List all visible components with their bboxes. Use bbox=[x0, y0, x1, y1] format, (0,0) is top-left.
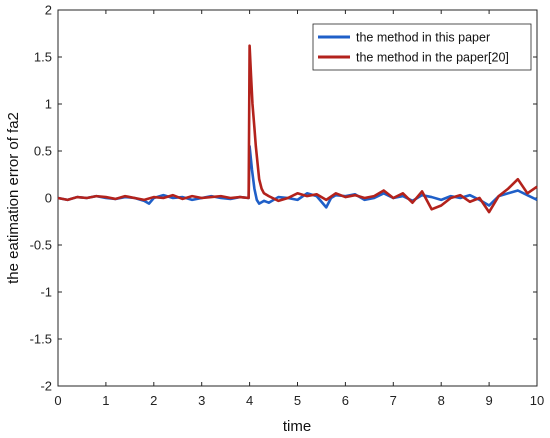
y-axis-ticks: -2 -1.5 -1 -0.5 0 0.5 1 1.5 2 bbox=[30, 3, 537, 394]
x-tick-label: 7 bbox=[390, 393, 397, 408]
legend-box bbox=[312, 23, 532, 71]
y-tick-label: 1 bbox=[45, 97, 52, 112]
x-tick-label: 3 bbox=[198, 393, 205, 408]
y-tick-label: 0.5 bbox=[34, 144, 52, 159]
x-tick-label: 9 bbox=[485, 393, 492, 408]
x-axis-ticks: 0 1 2 3 4 5 6 7 8 9 10 bbox=[54, 10, 544, 408]
y-tick-label: 1.5 bbox=[34, 50, 52, 65]
x-tick-label: 1 bbox=[102, 393, 109, 408]
series-line-1 bbox=[57, 44, 538, 214]
legend-label-this-paper: the method in this paper bbox=[356, 31, 490, 45]
y-tick-label: 0 bbox=[45, 191, 52, 206]
x-tick-label: 5 bbox=[294, 393, 301, 408]
y-tick-label: 2 bbox=[45, 3, 52, 18]
x-tick-label: 10 bbox=[530, 393, 544, 408]
x-tick-label: 2 bbox=[150, 393, 157, 408]
x-tick-label: 8 bbox=[438, 393, 445, 408]
y-tick-label: -2 bbox=[40, 379, 52, 394]
y-tick-label: -0.5 bbox=[30, 238, 52, 253]
y-tick-label: -1 bbox=[40, 285, 52, 300]
x-axis-label: time bbox=[283, 418, 311, 435]
y-tick-label: -1.5 bbox=[30, 332, 52, 347]
legend: the method in this paper the method in t… bbox=[312, 23, 532, 71]
series-layer bbox=[57, 44, 538, 214]
x-tick-label: 0 bbox=[54, 393, 61, 408]
legend-label-paper-20: the method in the paper[20] bbox=[356, 51, 509, 65]
x-tick-label: 6 bbox=[342, 393, 349, 408]
y-axis-label: the eatimation error of fa2 bbox=[5, 112, 22, 284]
x-tick-label: 4 bbox=[246, 393, 253, 408]
